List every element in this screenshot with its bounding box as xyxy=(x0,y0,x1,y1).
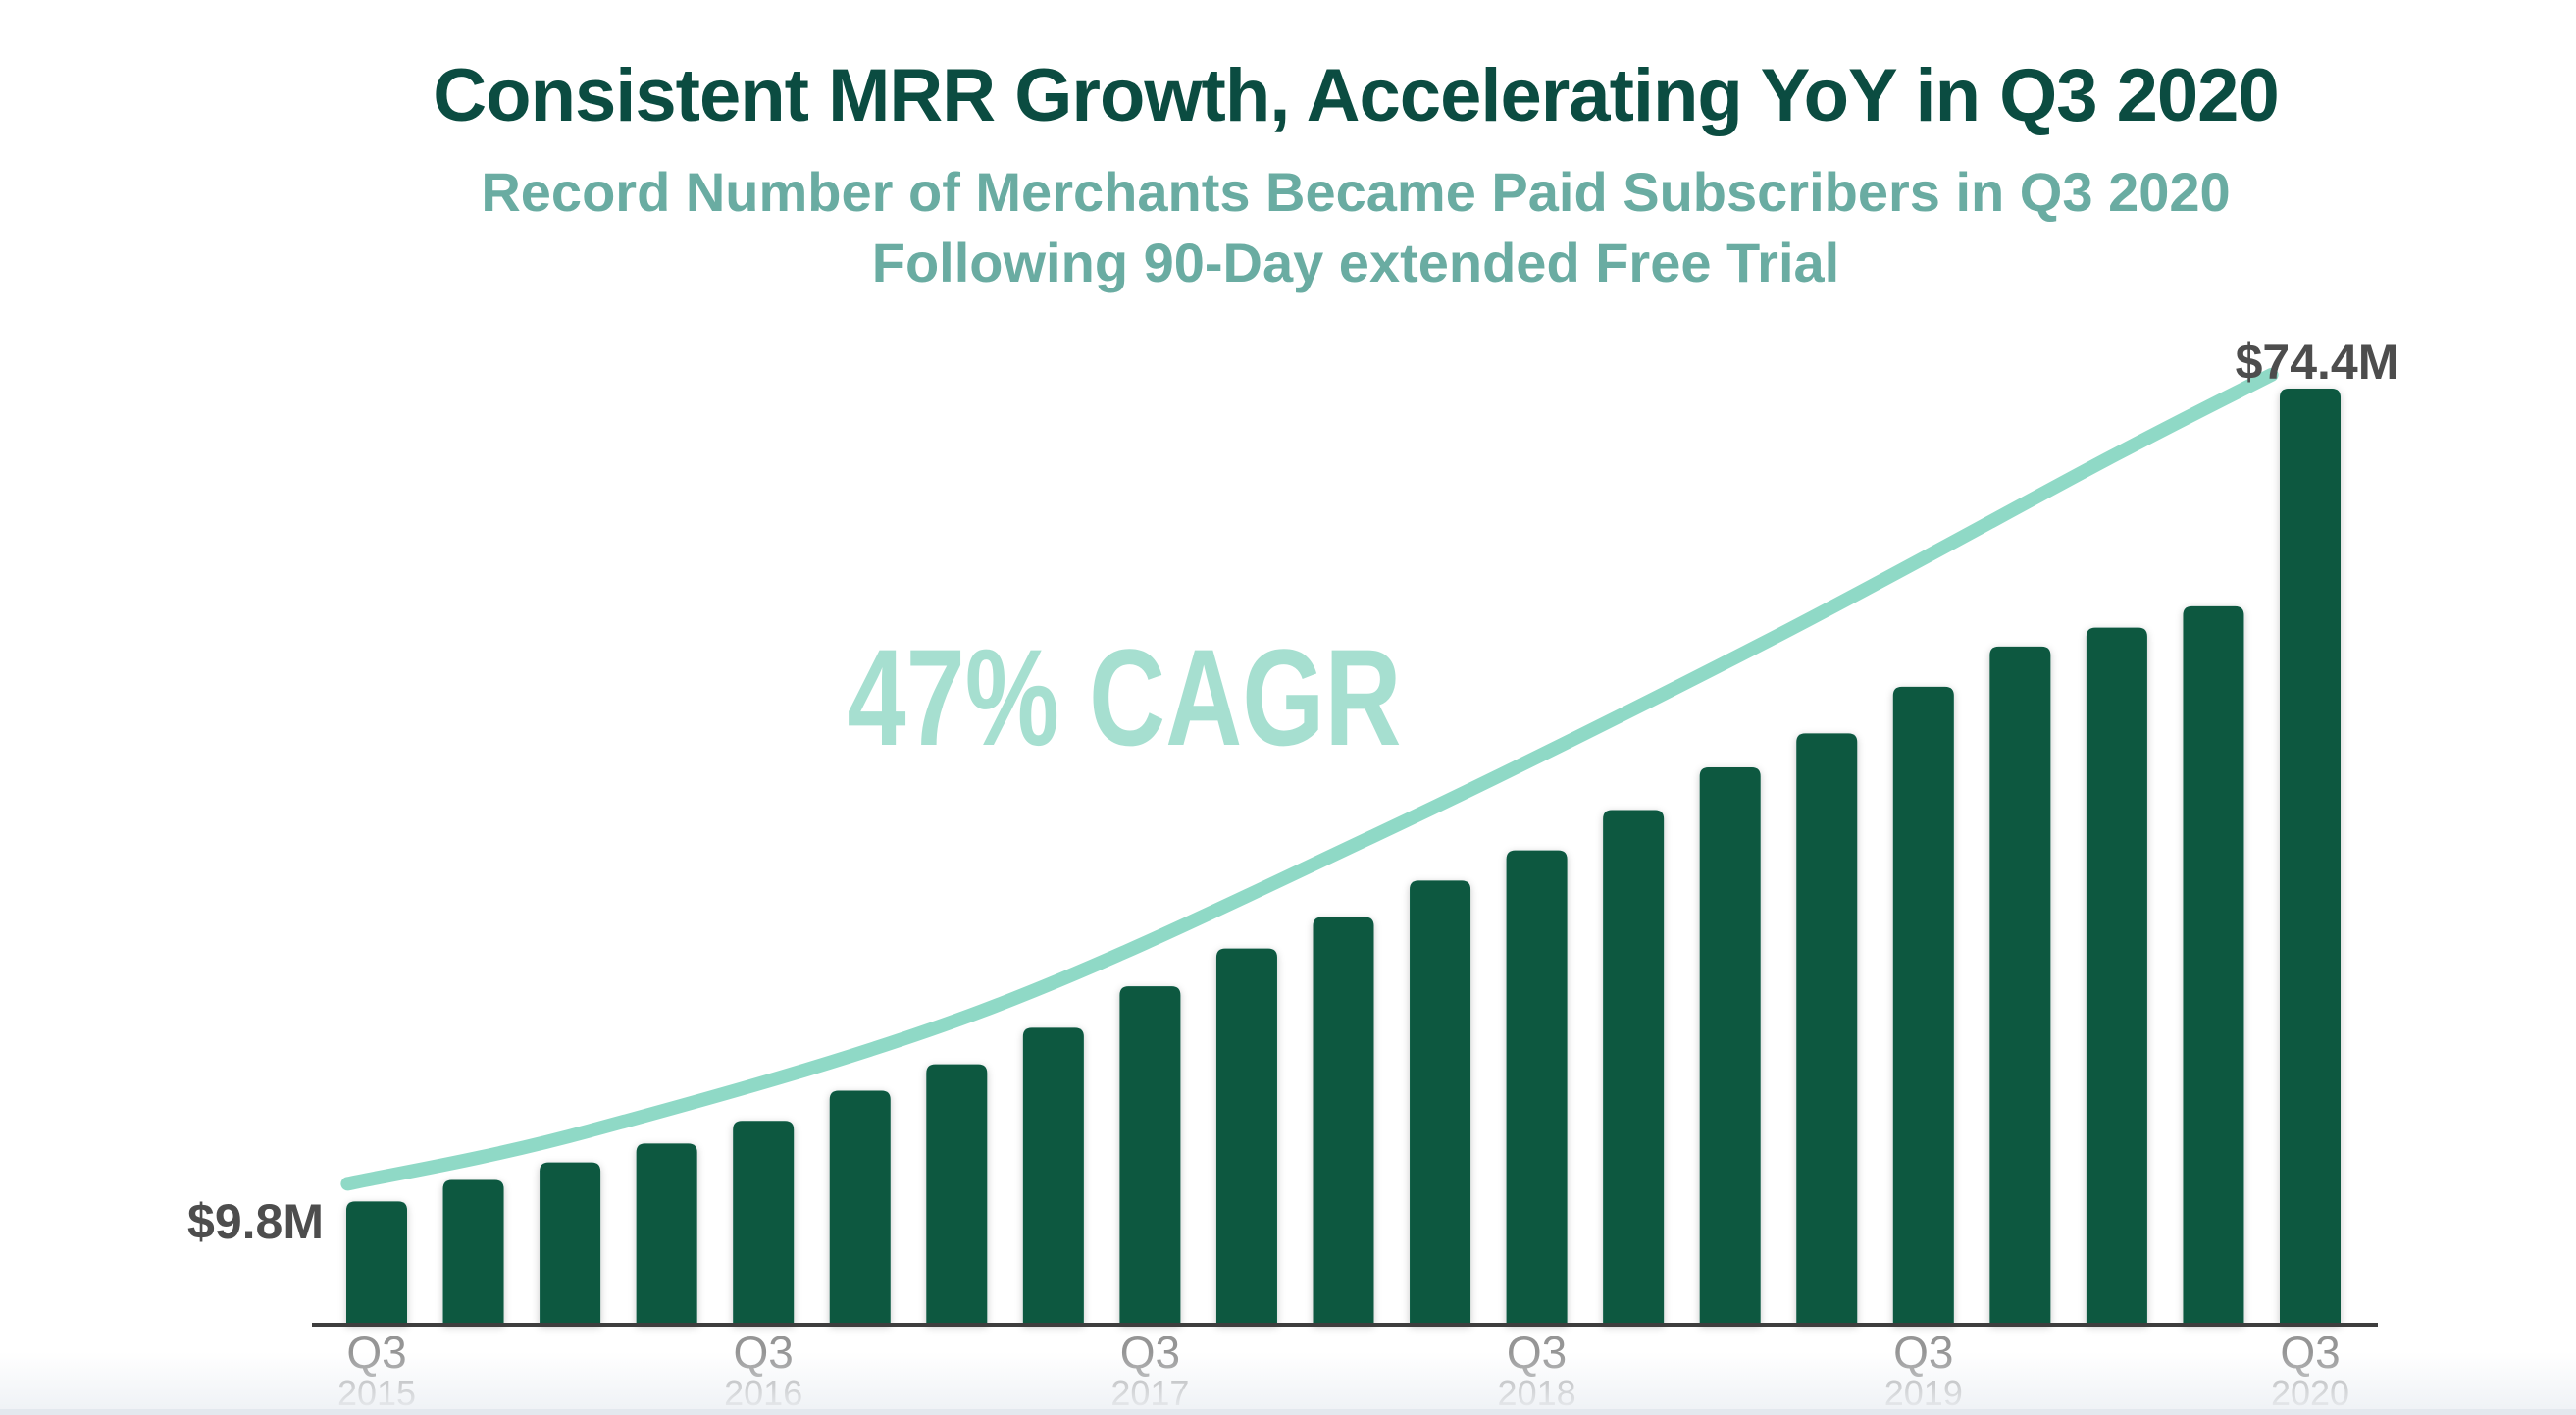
bars-group xyxy=(346,388,2341,1326)
bar-quarter-18 xyxy=(2086,627,2147,1325)
cagr-annotation: 47% CAGR xyxy=(848,620,1402,774)
tick-year-2015: 2015 xyxy=(337,1373,416,1413)
bar-quarter-5 xyxy=(829,1090,891,1325)
bar-quarter-13 xyxy=(1603,810,1665,1325)
tick-year-2019: 2019 xyxy=(1884,1373,1963,1413)
bar-quarter-4 xyxy=(733,1121,795,1325)
tick-year-2016: 2016 xyxy=(724,1373,802,1413)
page-title: Consistent MRR Growth, Accelerating YoY … xyxy=(433,54,2279,137)
subtitle-line-2: Following 90-Day extended Free Trial xyxy=(871,231,1840,293)
bar-quarter-19 xyxy=(2183,605,2244,1325)
tick-quarter-2015: Q3 xyxy=(346,1327,406,1378)
bar-quarter-17 xyxy=(1989,646,2051,1325)
chart-header: Consistent MRR Growth, Accelerating YoY … xyxy=(135,57,2576,298)
tick-year-2020: 2020 xyxy=(2271,1373,2349,1413)
bar-quarter-15 xyxy=(1796,733,1858,1325)
tick-quarter-2017: Q3 xyxy=(1120,1327,1180,1378)
bar-quarter-10 xyxy=(1313,917,1374,1325)
bar-quarter-9 xyxy=(1215,948,1277,1325)
bar-quarter-16 xyxy=(1892,686,1954,1325)
bar-quarter-0 xyxy=(346,1201,407,1325)
tick-quarter-2020: Q3 xyxy=(2280,1327,2340,1378)
bar-quarter-6 xyxy=(926,1064,988,1325)
tick-quarter-2018: Q3 xyxy=(1507,1327,1567,1378)
bar-quarter-3 xyxy=(636,1143,697,1325)
bar-quarter-1 xyxy=(442,1179,504,1325)
page-subtitle: Record Number of Merchants Became Paid S… xyxy=(135,157,2576,298)
bar-quarter-14 xyxy=(1699,766,1761,1325)
tick-year-2018: 2018 xyxy=(1498,1373,1576,1413)
bar-quarter-2 xyxy=(540,1162,601,1325)
tick-year-2017: 2017 xyxy=(1110,1373,1189,1413)
tick-quarter-2019: Q3 xyxy=(1893,1327,1953,1378)
bar-quarter-8 xyxy=(1119,986,1181,1325)
bar-quarter-20 xyxy=(2280,388,2341,1326)
first-bar-value-label: $9.8M xyxy=(187,1194,324,1249)
cagr-trend-line xyxy=(340,367,2279,1191)
bar-quarter-11 xyxy=(1410,880,1471,1325)
tick-quarter-2016: Q3 xyxy=(734,1327,794,1378)
bar-quarter-12 xyxy=(1506,850,1568,1325)
subtitle-line-1: Record Number of Merchants Became Paid S… xyxy=(481,160,2231,223)
bar-quarter-7 xyxy=(1022,1027,1084,1325)
last-bar-value-label: $74.4M xyxy=(2236,335,2399,390)
